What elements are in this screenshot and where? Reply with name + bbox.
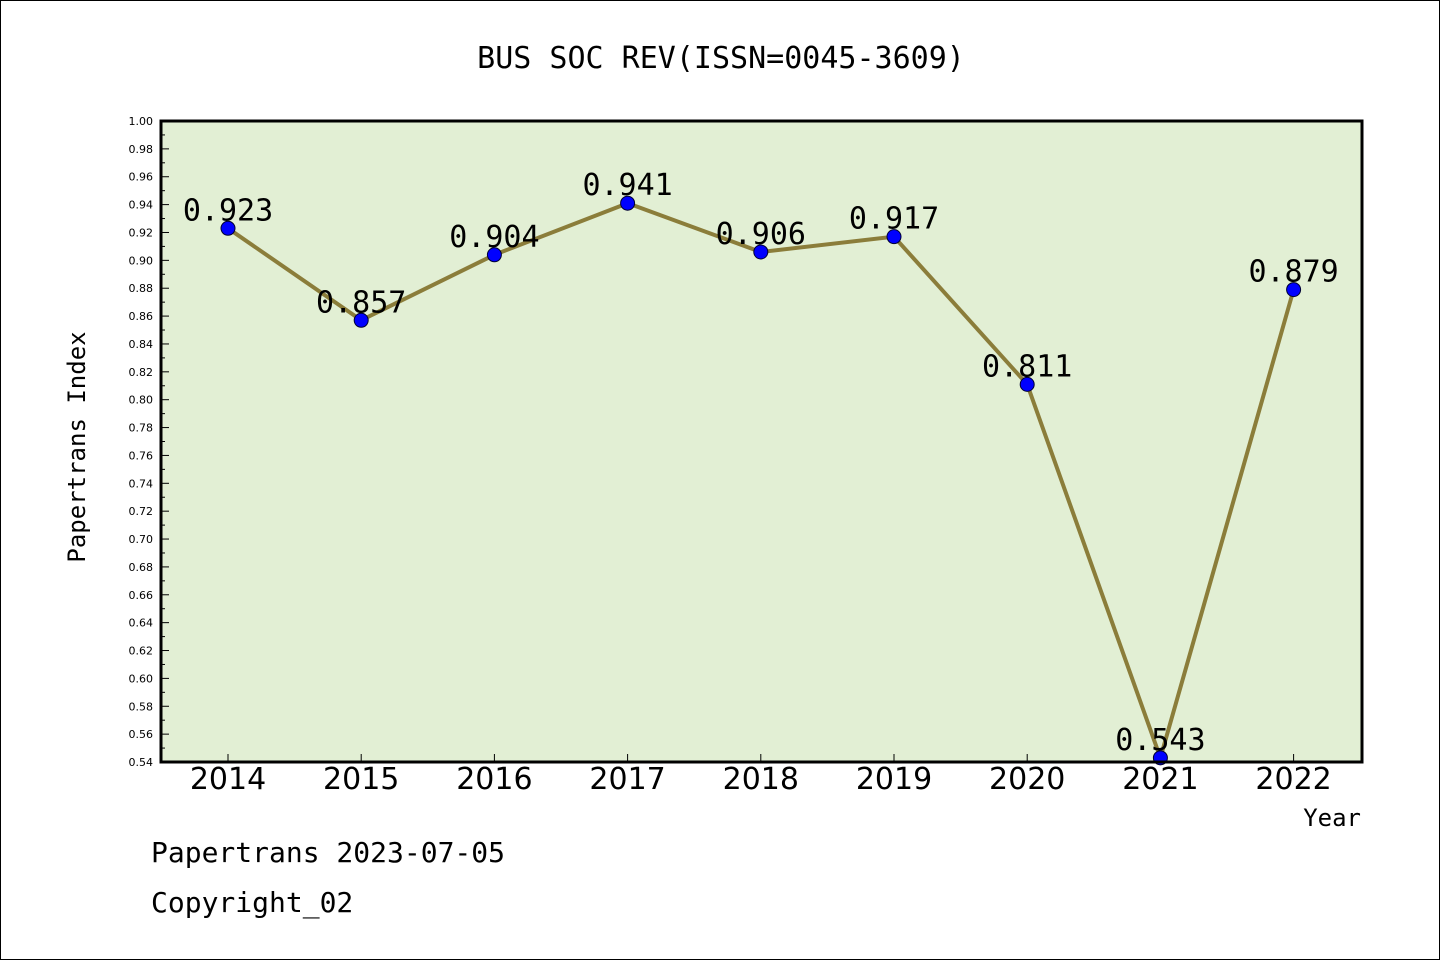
y-tick-label: 0.94 <box>129 199 154 212</box>
y-tick-label: 0.54 <box>129 756 154 769</box>
data-point <box>1019 376 1035 392</box>
x-tick-label: 2016 <box>456 762 532 797</box>
data-label: 0.879 <box>1248 255 1338 290</box>
y-tick-label: 0.78 <box>129 422 154 435</box>
data-label: 0.857 <box>316 285 406 320</box>
plot-border <box>159 119 1364 764</box>
data-label: 0.917 <box>849 202 939 237</box>
data-label: 0.941 <box>582 168 672 203</box>
x-tick-label: 2017 <box>589 762 665 797</box>
data-label: 0.543 <box>1115 723 1205 758</box>
y-tick-label: 0.90 <box>129 254 154 267</box>
y-tick-label: 0.96 <box>129 171 154 184</box>
y-axis: 0.54 0.56 0.58 0.60 0.62 0.64 0.66 0.68 0.70 0.72… <box>129 115 169 769</box>
y-tick-label: 0.66 <box>129 589 154 602</box>
y-tick-label: 0.62 <box>129 645 154 658</box>
footer-copyright: Copyright_02 <box>151 886 354 919</box>
data-point <box>220 220 236 236</box>
data-point <box>353 312 369 328</box>
x-tick-label: 2018 <box>723 762 799 797</box>
data-point <box>620 195 636 211</box>
y-tick-label: 0.64 <box>129 617 154 630</box>
chart-title: BUS SOC REV(ISSN=0045-3609) <box>477 41 965 76</box>
x-tick-label: 2014 <box>190 762 266 797</box>
y-tick-label: 0.68 <box>129 561 154 574</box>
y-tick-label: 0.56 <box>129 728 154 741</box>
x-tick-label: 2021 <box>1122 762 1198 797</box>
x-axis-label: Year <box>1303 804 1361 832</box>
y-tick-label: 0.58 <box>129 700 154 713</box>
data-label: 0.906 <box>716 217 806 252</box>
y-tick-label: 0.82 <box>129 366 154 379</box>
y-tick-label: 0.60 <box>129 672 154 685</box>
data-label: 0.923 <box>183 193 273 228</box>
data-point <box>1286 282 1302 298</box>
y-tick-label: 0.92 <box>129 226 154 239</box>
y-tick-label: 0.74 <box>129 477 154 490</box>
plot-area <box>161 121 1362 762</box>
y-tick-label: 0.86 <box>129 310 154 323</box>
data-point <box>486 247 502 263</box>
series-group: 0.923 0.857 0.904 0.941 0.906 0.917 0.811 0.543… <box>183 168 1339 766</box>
y-tick-label: 0.76 <box>129 449 154 462</box>
y-tick-label: 0.80 <box>129 394 154 407</box>
y-axis-label: Papertrans Index <box>63 331 91 562</box>
y-tick-label: 1.00 <box>129 115 154 128</box>
data-label: 0.904 <box>449 220 539 255</box>
y-tick-label: 0.70 <box>129 533 154 546</box>
x-axis: 2014 2015 2016 2017 2018 2019 2020 2021 2022 <box>190 754 1332 797</box>
footer-date: Papertrans 2023-07-05 <box>151 836 506 869</box>
x-tick-label: 2020 <box>989 762 1065 797</box>
x-tick-label: 2022 <box>1255 762 1331 797</box>
data-point <box>753 244 769 260</box>
y-tick-label: 0.88 <box>129 282 154 295</box>
x-tick-label: 2019 <box>856 762 932 797</box>
y-tick-label: 0.72 <box>129 505 154 518</box>
data-point <box>886 229 902 245</box>
y-tick-label: 0.98 <box>129 143 154 156</box>
data-label: 0.811 <box>982 349 1072 384</box>
y-tick-label: 0.84 <box>129 338 154 351</box>
x-tick-label: 2015 <box>323 762 399 797</box>
